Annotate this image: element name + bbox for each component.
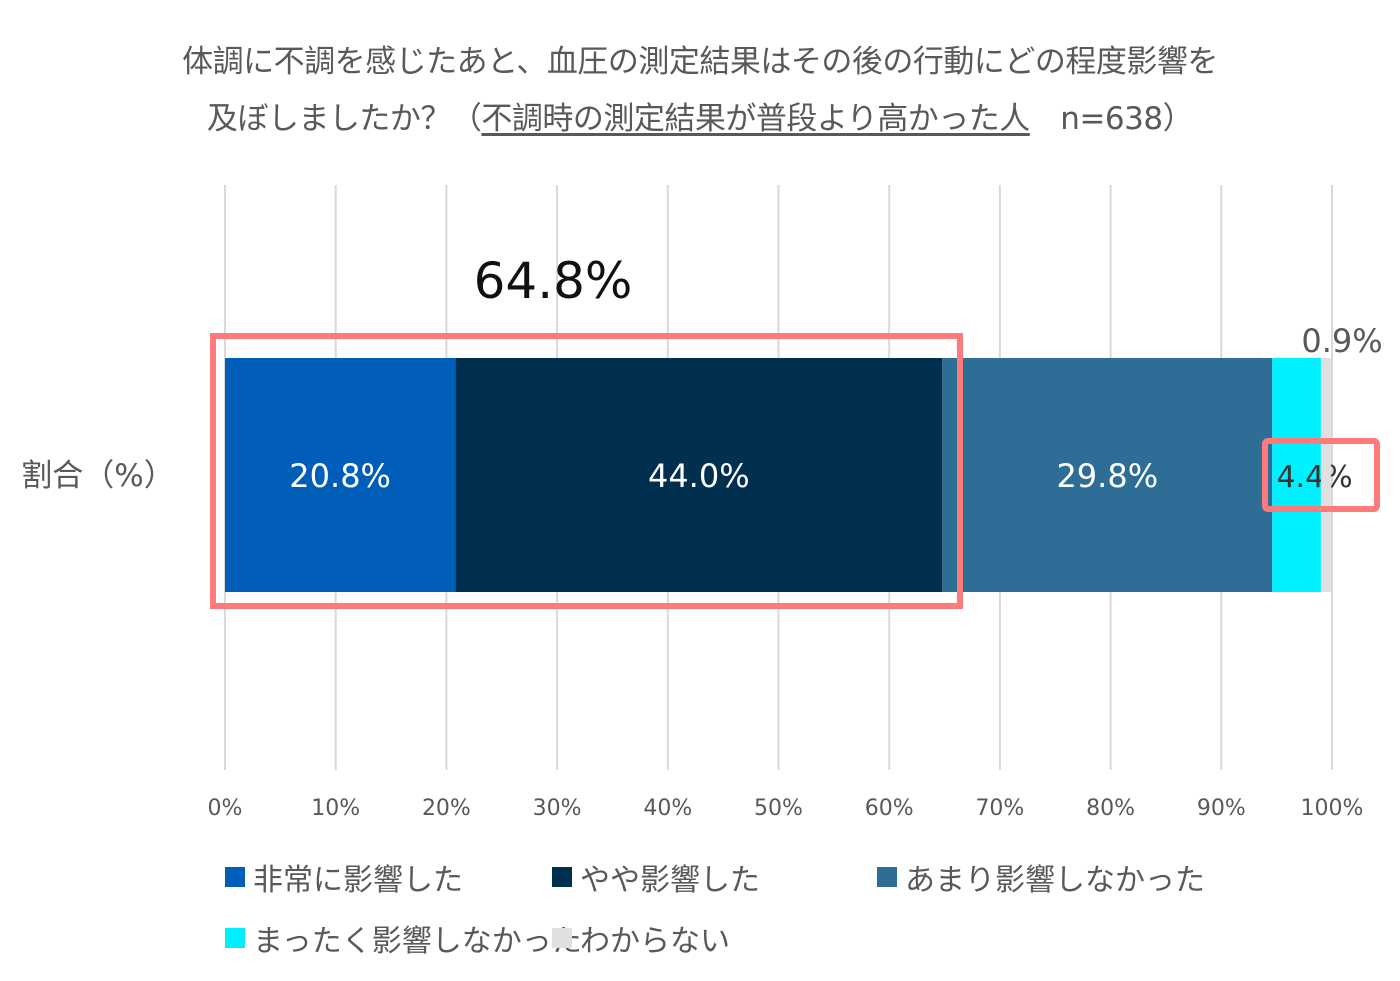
bar-segment — [942, 358, 1273, 592]
legend-item: わからない — [552, 916, 730, 960]
chart-title-line2: 及ぼしましたか？（不調時の測定結果が普段より高かった人 n=638） — [0, 93, 1400, 138]
x-tick-label: 40% — [643, 796, 692, 821]
bar-segment — [225, 358, 456, 592]
x-tick-label: 90% — [1197, 796, 1246, 821]
data-label: 20.8% — [289, 457, 391, 495]
x-tick-label: 20% — [422, 796, 471, 821]
bar-segment — [455, 358, 943, 592]
x-tick-label: 80% — [1086, 796, 1135, 821]
x-tick-label: 70% — [975, 796, 1024, 821]
highlight-box-small — [1262, 438, 1380, 512]
category-label: 割合（%） — [21, 458, 174, 494]
legend-label: 非常に影響した — [253, 863, 463, 898]
legend-item: あまり影響しなかった — [877, 855, 1205, 899]
legend-label: やや影響した — [580, 863, 760, 898]
legend-swatch — [552, 867, 572, 887]
x-tick-label: 100% — [1301, 796, 1364, 821]
x-tick-label: 0% — [208, 796, 243, 821]
legend-item: まったく影響しなかった — [225, 916, 582, 960]
legend-swatch — [552, 928, 572, 948]
x-tick-label: 30% — [533, 796, 582, 821]
chart-title-line1: 体調に不調を感じたあと、血圧の測定結果はその後の行動にどの程度影響を — [182, 44, 1218, 80]
legend-item: 非常に影響した — [225, 855, 463, 899]
legend-label: わからない — [580, 924, 730, 959]
data-label: 29.8% — [1056, 457, 1158, 495]
legend-swatch — [877, 867, 897, 887]
legend-swatch — [225, 928, 245, 948]
legend-label: あまり影響しなかった — [905, 863, 1205, 898]
data-label: 44.0% — [648, 457, 750, 495]
x-tick-label: 50% — [754, 796, 803, 821]
title-underlined: 不調時の測定結果が普段より高かった人 — [481, 101, 1030, 137]
bar-segment — [1320, 358, 1331, 592]
legend-swatch — [225, 867, 245, 887]
title-suffix: n=638） — [1029, 101, 1194, 137]
data-label: 4.4% — [1276, 460, 1352, 495]
bar-segment — [1272, 358, 1321, 592]
title-prefix: 及ぼしましたか？（ — [206, 101, 482, 137]
data-label: 0.9% — [1301, 322, 1382, 360]
highlight-box — [210, 333, 963, 609]
x-tick-label: 60% — [865, 796, 914, 821]
x-tick-label: 10% — [311, 796, 360, 821]
legend-item: やや影響した — [552, 855, 760, 899]
annotation-label: 64.8% — [474, 252, 633, 310]
legend-label: まったく影響しなかった — [253, 924, 582, 959]
